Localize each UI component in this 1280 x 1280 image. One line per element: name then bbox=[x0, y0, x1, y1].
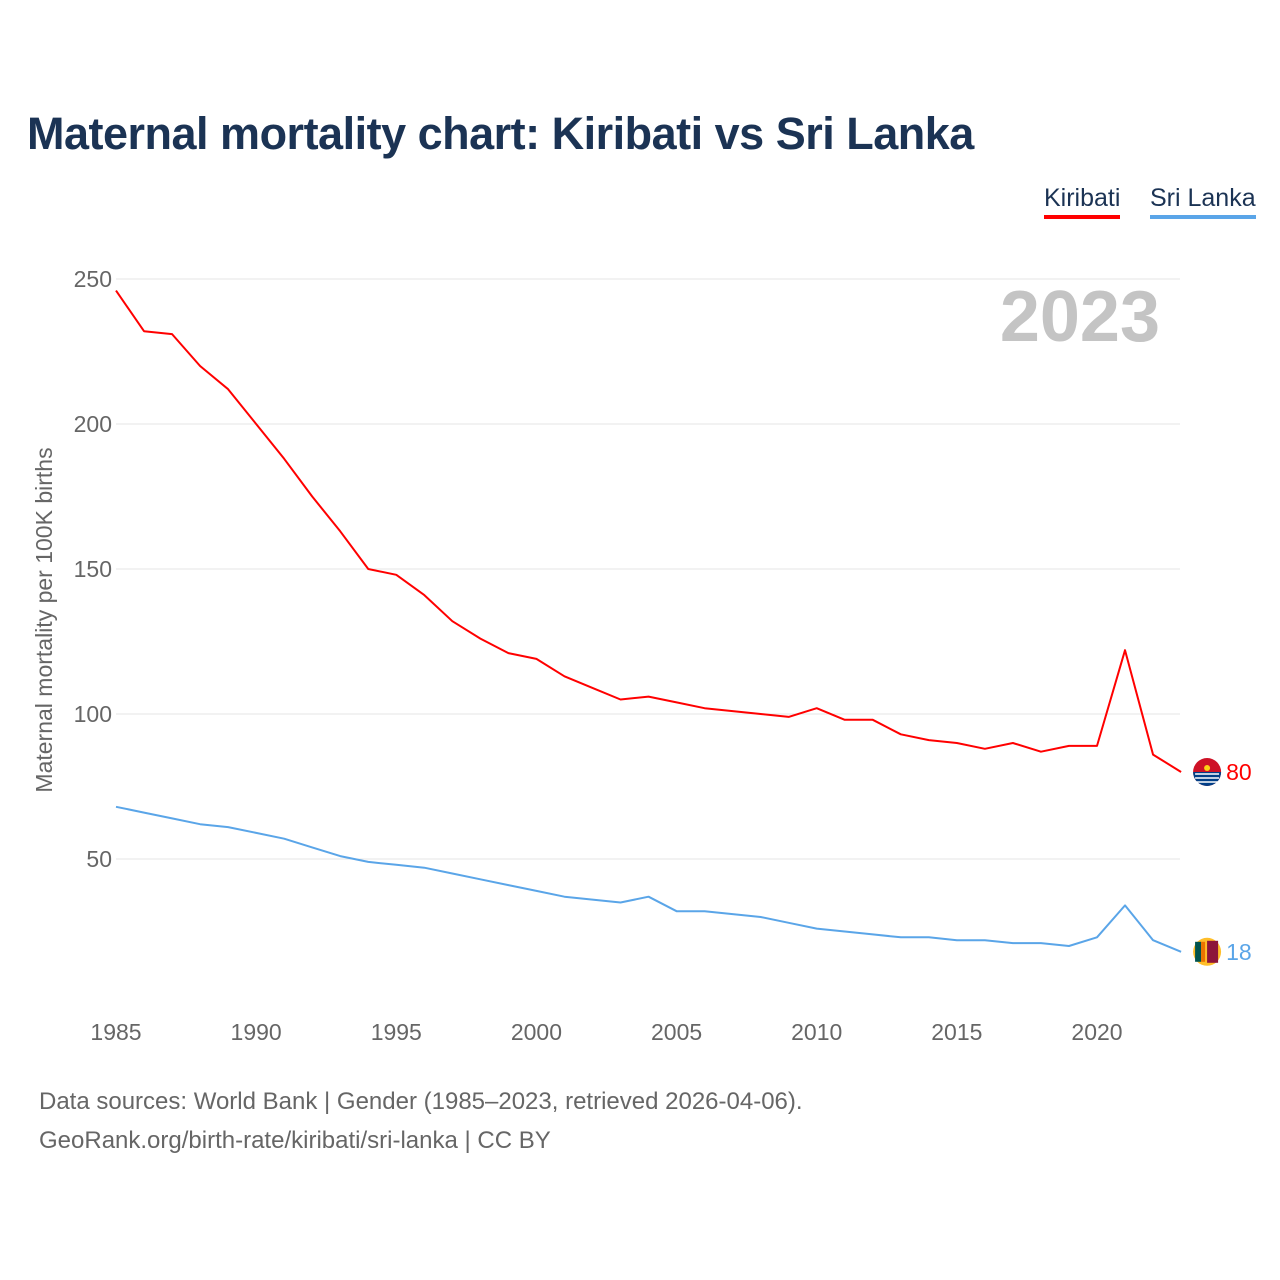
y-tick-label: 50 bbox=[86, 846, 112, 872]
x-tick-label: 1995 bbox=[371, 1019, 422, 1045]
legend-sri-lanka[interactable]: Sri Lanka bbox=[1150, 184, 1256, 219]
x-tick-label: 1985 bbox=[90, 1019, 141, 1045]
y-tick-label: 250 bbox=[74, 266, 112, 292]
series-line-kiribati bbox=[115, 290, 1182, 773]
x-tick-label: 2005 bbox=[651, 1019, 702, 1045]
sri-lanka-flag-icon bbox=[1193, 937, 1222, 966]
legend-kiribati[interactable]: Kiribati bbox=[1044, 184, 1121, 219]
end-value-label: 80 bbox=[1226, 759, 1252, 785]
flag-maroon bbox=[1207, 940, 1219, 963]
y-axis-label: Maternal mortality per 100K births bbox=[31, 447, 57, 792]
x-tick-label: 2010 bbox=[791, 1019, 842, 1045]
footer-sources: Data sources: World Bank | Gender (1985–… bbox=[39, 1088, 803, 1115]
y-tick-label: 200 bbox=[74, 411, 112, 437]
flag-sun bbox=[1204, 765, 1211, 771]
y-tick-label: 150 bbox=[74, 556, 112, 582]
flag-green bbox=[1195, 941, 1202, 962]
footer-credit: GeoRank.org/birth-rate/kiribati/sri-lank… bbox=[39, 1127, 551, 1154]
flag-orange bbox=[1201, 941, 1206, 962]
year-watermark: 2023 bbox=[1000, 277, 1160, 357]
chart-title: Maternal mortality chart: Kiribati vs Sr… bbox=[27, 108, 974, 159]
x-tick-label: 2015 bbox=[931, 1019, 982, 1045]
y-tick-label: 100 bbox=[74, 701, 112, 727]
series-line-sri-lanka bbox=[115, 805, 1182, 953]
kiribati-flag-icon bbox=[1193, 758, 1222, 787]
x-tick-label: 1990 bbox=[231, 1019, 282, 1045]
end-value-label: 18 bbox=[1226, 939, 1252, 965]
x-tick-label: 2000 bbox=[511, 1019, 562, 1045]
x-tick-label: 2020 bbox=[1071, 1019, 1122, 1045]
